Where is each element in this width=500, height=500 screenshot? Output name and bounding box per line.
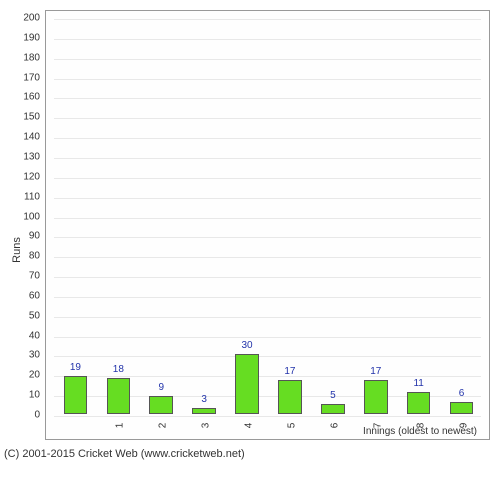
bar: [149, 396, 173, 414]
x-tick-label: 4: [244, 416, 255, 436]
x-tick-label: 5: [287, 416, 298, 436]
x-tick-label: 6: [329, 416, 340, 436]
y-tick-label: 160: [10, 92, 40, 103]
bar: [192, 408, 216, 414]
y-tick-label: 130: [10, 151, 40, 162]
gridline: [54, 356, 481, 357]
x-tick-label: 2: [158, 416, 169, 436]
y-tick-label: 30: [10, 350, 40, 361]
bar: [321, 404, 345, 414]
x-tick-label: 9: [458, 416, 469, 436]
gridline: [54, 158, 481, 159]
bar: [235, 354, 259, 414]
y-tick-label: 150: [10, 112, 40, 123]
y-tick-label: 20: [10, 370, 40, 381]
bar-value-label: 17: [370, 366, 381, 377]
bar-value-label: 30: [241, 340, 252, 351]
bar-value-label: 5: [330, 390, 336, 401]
gridline: [54, 257, 481, 258]
gridline: [54, 198, 481, 199]
bar-value-label: 18: [113, 364, 124, 375]
y-tick-label: 140: [10, 132, 40, 143]
y-tick-label: 100: [10, 211, 40, 222]
bar-value-label: 9: [158, 382, 164, 393]
gridline: [54, 79, 481, 80]
gridline: [54, 277, 481, 278]
y-tick-label: 0: [10, 410, 40, 421]
y-tick-label: 190: [10, 32, 40, 43]
gridline: [54, 317, 481, 318]
x-tick-label: 8: [415, 416, 426, 436]
y-tick-label: 90: [10, 231, 40, 242]
gridline: [54, 138, 481, 139]
gridline: [54, 376, 481, 377]
gridline: [54, 59, 481, 60]
y-tick-label: 200: [10, 13, 40, 24]
y-tick-label: 60: [10, 290, 40, 301]
bar: [107, 378, 131, 414]
bar-value-label: 19: [70, 362, 81, 373]
y-tick-label: 50: [10, 310, 40, 321]
x-tick-label: 1: [115, 416, 126, 436]
x-tick-label: 7: [372, 416, 383, 436]
y-tick-label: 10: [10, 390, 40, 401]
gridline: [54, 98, 481, 99]
gridline: [54, 297, 481, 298]
bar-value-label: 6: [459, 388, 465, 399]
bar-value-label: 3: [201, 394, 207, 405]
y-tick-label: 170: [10, 72, 40, 83]
gridline: [54, 218, 481, 219]
bar-value-label: 11: [413, 378, 423, 389]
gridline: [54, 118, 481, 119]
y-tick-label: 40: [10, 330, 40, 341]
gridline: [54, 19, 481, 20]
gridline: [54, 237, 481, 238]
chart-container: 1918933017517116 Innings (oldest to newe…: [45, 10, 490, 440]
bar: [450, 402, 474, 414]
gridline: [54, 39, 481, 40]
x-tick-label: 3: [201, 416, 212, 436]
y-tick-label: 120: [10, 171, 40, 182]
y-tick-label: 70: [10, 271, 40, 282]
y-tick-label: 80: [10, 251, 40, 262]
y-tick-label: 180: [10, 52, 40, 63]
bar: [407, 392, 431, 414]
y-tick-label: 110: [10, 191, 40, 202]
bar: [64, 376, 88, 414]
bar: [278, 380, 302, 414]
bar: [364, 380, 388, 414]
gridline: [54, 337, 481, 338]
gridline: [54, 178, 481, 179]
bar-value-label: 17: [284, 366, 295, 377]
copyright-text: (C) 2001-2015 Cricket Web (www.cricketwe…: [4, 448, 245, 460]
plot-area: 19 18 9 3 30 17 5 17 11 6: [54, 19, 481, 414]
